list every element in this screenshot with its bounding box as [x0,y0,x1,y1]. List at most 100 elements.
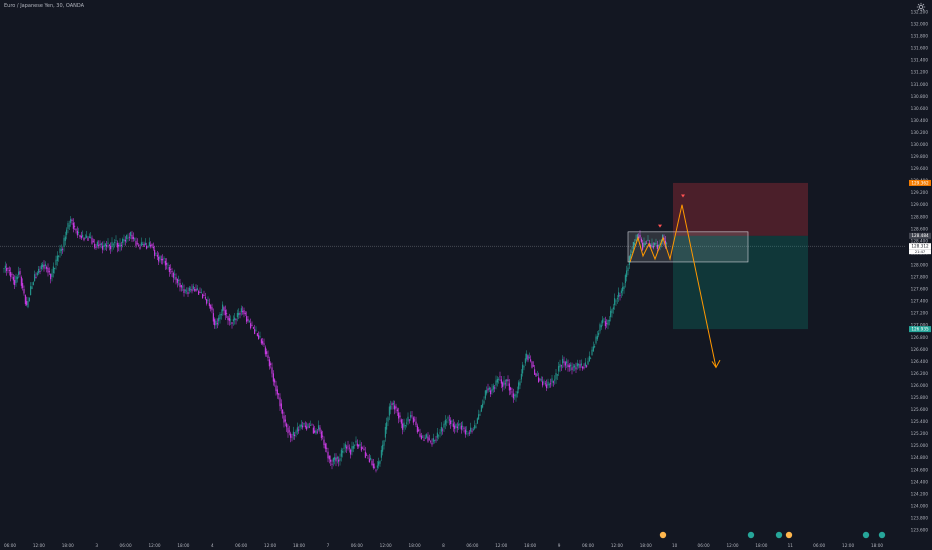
candle-body [55,259,57,265]
candle-body [592,346,594,352]
candle-body [487,388,489,391]
x-tick-label: 18:00 [177,543,189,548]
candle-body [144,242,146,245]
candle-body [223,307,225,311]
candle-body [352,445,354,449]
y-tick-label: 125.600 [911,407,929,412]
candle-body [502,382,504,387]
candle-body [390,405,392,410]
candle-body [438,435,440,437]
candle-body [598,333,600,336]
y-tick-label: 129.800 [911,154,929,159]
candle-body [82,234,84,237]
y-tick-label: 126.200 [911,371,929,376]
price-label: 129.362 [911,180,929,185]
candle-body [323,439,325,446]
candle-body [124,239,126,242]
candle-body [287,427,289,434]
chart-title: Euro / Japanese Yen, 30, OANDA [4,3,85,9]
candle-body [664,240,666,245]
candle-body [391,403,393,405]
candle-body [488,387,490,390]
candle-body [452,423,454,427]
x-tick-label: 7 [327,543,330,548]
candle-body [135,240,137,246]
candle-body [158,256,160,262]
candle-body [666,243,668,245]
candle-body [419,433,421,437]
y-tick-label: 127.800 [911,275,929,280]
y-tick-label: 124.000 [911,503,929,508]
gear-icon[interactable] [916,2,926,12]
candle-body [412,417,414,423]
candle-body [435,439,437,441]
candle-body [424,437,426,439]
candle-body [47,267,49,273]
y-tick-label: 129.200 [911,190,929,195]
candle-body [50,274,52,280]
candle-body [96,241,98,246]
y-tick-label: 132.200 [911,10,929,15]
candle-body [372,463,374,469]
candle-body [354,444,356,446]
x-tick-label: 12:00 [842,543,854,548]
candle-body [444,419,446,425]
candle-body [631,250,633,253]
candle-body [619,295,621,296]
candle-body [628,256,630,265]
candle-body [71,219,73,222]
candle-body [348,447,350,449]
candle-body [346,446,348,449]
candle-body [38,268,40,274]
candle-body [443,423,445,428]
candle-body [475,426,477,428]
candle-body [188,287,190,292]
candle-body [603,318,605,320]
sell-arrow-icon [658,224,662,228]
candle-body [611,309,613,314]
candle-body [162,258,164,261]
candle-body [231,322,233,324]
candle-body [506,379,508,382]
candle-body [300,424,302,427]
candle-body [362,447,364,449]
price-label: 128.484 [911,233,929,238]
candle-body [339,458,341,461]
candle-body [195,289,197,292]
candle-body [467,433,469,435]
candle-body [534,369,536,375]
candle-body [104,243,106,246]
candle-body [182,286,184,288]
x-tick-label: 10 [672,543,678,548]
candle-body [364,451,366,458]
candle-body [471,430,473,432]
candle-body [251,325,253,327]
x-tick-label: 06:00 [4,543,16,548]
event-icon [862,531,870,539]
candle-body [308,426,310,428]
candle-body [423,439,425,441]
candle-body [80,235,82,239]
candle-body [11,274,13,275]
candle-body [232,319,234,322]
candle-body [559,364,561,368]
candle-body [90,236,92,238]
candle-body [136,242,138,244]
candle-body [26,301,28,305]
candle-body [574,365,576,368]
candle-body [16,276,18,280]
x-tick-label: 18:00 [640,543,652,548]
y-tick-label: 126.400 [911,359,929,364]
candle-body [284,419,286,422]
candle-body [282,409,284,414]
candle-body [624,275,626,284]
candle-body [407,416,409,422]
candle-body [340,449,342,457]
candle-body [556,374,558,376]
price-label-bg [909,243,931,250]
candle-body [411,415,413,417]
candle-body [546,384,548,389]
y-axis: 132.200 132.000 131.800 131.600 131.400 131.2… [909,10,931,533]
candle-body [519,381,521,386]
